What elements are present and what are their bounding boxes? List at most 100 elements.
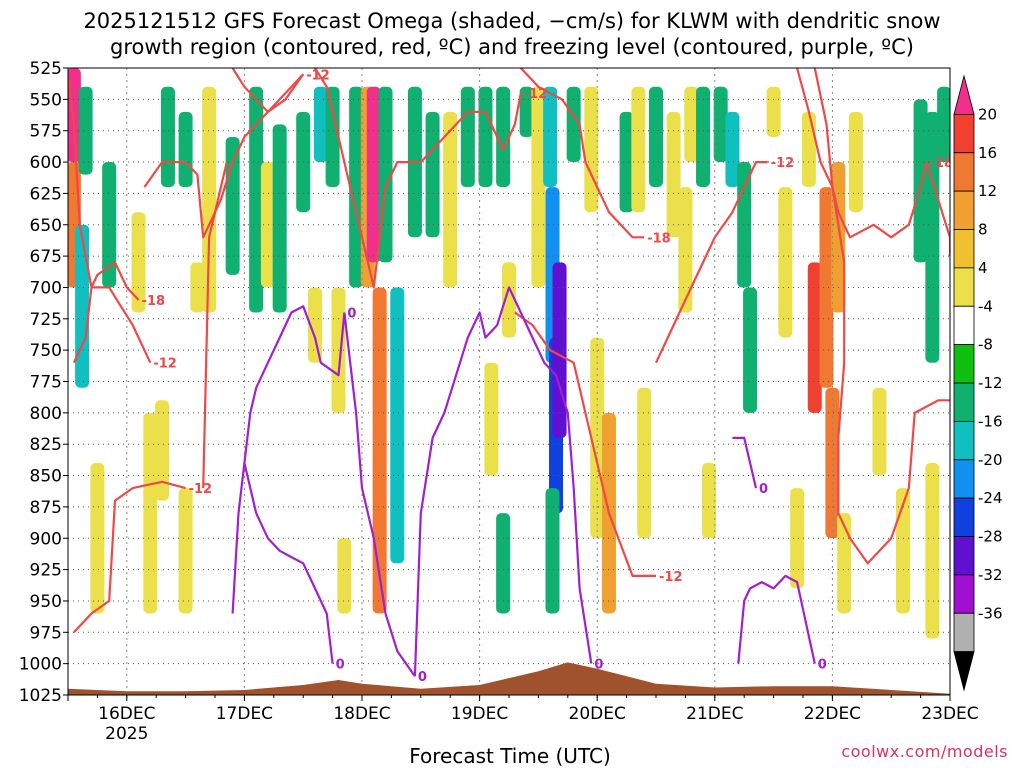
omega-cell <box>425 111 440 238</box>
omega-cell <box>502 262 516 338</box>
freezing-contour-label: 0 <box>594 658 603 673</box>
freezing-contour-label: 0 <box>336 658 345 673</box>
y-tick-label: 525 <box>30 59 62 79</box>
omega-cell <box>178 488 193 614</box>
omega-shading-layer <box>68 68 950 639</box>
omega-cell <box>895 488 910 614</box>
freezing-contour-label: 0 <box>818 658 827 673</box>
dgz-contour-label: -12 <box>524 87 548 102</box>
colorbar-band <box>953 305 975 346</box>
dgz-contour-label: -12 <box>659 570 683 585</box>
dgz-contour <box>514 311 656 577</box>
omega-cell <box>366 86 381 263</box>
y-tick-label: 800 <box>30 404 62 424</box>
freezing-contour-layer: 0 0 0 0 0 0 <box>231 286 827 685</box>
omega-cell <box>637 387 652 539</box>
omega-cell <box>743 287 758 413</box>
omega-cell <box>552 262 567 438</box>
omega-cell <box>737 162 752 288</box>
omega-cell <box>937 86 950 163</box>
y-tick-label: 875 <box>30 498 62 518</box>
colorbar-tick-label: -20 <box>978 451 1003 469</box>
colorbar-band <box>953 113 975 154</box>
x-tick-label: 22DEC <box>804 704 861 724</box>
omega-cell <box>155 400 170 501</box>
omega-cell <box>349 86 364 288</box>
freezing-contour-label: 0 <box>759 482 768 497</box>
omega-cell <box>778 187 793 338</box>
dgz-contour <box>796 68 928 239</box>
y-tick-label: 950 <box>30 592 62 612</box>
y-tick-label: 675 <box>30 247 62 267</box>
x-tick-label: 20DEC <box>569 704 626 724</box>
colorbar-tick-label: -32 <box>978 566 1003 584</box>
dgz-contour <box>143 73 305 239</box>
colorbar-bottom-triangle <box>953 651 975 692</box>
omega-cell <box>325 86 340 188</box>
colorbar-tick-label: -16 <box>978 412 1003 430</box>
omega-cell <box>801 111 816 188</box>
omega-cell <box>496 86 511 188</box>
credit-text: coolwx.com/models <box>841 742 1008 761</box>
y-tick-label: 750 <box>30 341 62 361</box>
omega-cell <box>584 86 599 213</box>
colorbar-band <box>953 612 975 653</box>
omega-cell <box>696 86 711 188</box>
omega-cell <box>925 111 940 363</box>
chart-title-line1: 2025121512 GFS Forecast Omega (shaded, −… <box>83 9 940 33</box>
y-tick-label: 775 <box>30 373 62 393</box>
y-tick-label: 625 <box>30 184 62 204</box>
omega-cell <box>807 262 822 413</box>
colorbar-tick-label: -36 <box>978 604 1003 622</box>
omega-cell <box>566 86 581 163</box>
omega-cell <box>307 287 322 363</box>
freezing-contour <box>343 312 416 677</box>
omega-cell <box>913 99 928 263</box>
omega-cell <box>102 162 117 288</box>
dgz-contour <box>68 74 152 364</box>
y-tick-label: 975 <box>30 623 62 643</box>
omega-cell <box>190 262 205 313</box>
omega-cell <box>496 513 511 614</box>
x-tick-label: 17DEC <box>216 704 273 724</box>
dgz-contour <box>231 68 305 113</box>
omega-cell <box>925 463 940 639</box>
dgz-contour-label: -18 <box>929 156 953 171</box>
grid-layer <box>68 68 950 695</box>
omega-cell <box>460 86 475 188</box>
colorbar-band <box>953 497 975 537</box>
colorbar-band <box>953 344 975 384</box>
x-tick-sublabel: 2025 <box>105 724 148 744</box>
x-axis-label: Forecast Time (UTC) <box>409 744 611 768</box>
omega-cell <box>666 111 681 238</box>
dgz-contour-label: -12 <box>189 482 213 497</box>
omega-cell <box>75 224 90 388</box>
y-tick-label: 575 <box>30 122 62 142</box>
colorbar-tick-label: -8 <box>978 336 993 354</box>
y-tick-label: 850 <box>30 467 62 487</box>
y-tick-label: 925 <box>30 561 62 581</box>
freezing-contour <box>737 574 816 664</box>
omega-cell <box>790 488 805 589</box>
omega-cell <box>837 513 852 614</box>
omega-cell <box>631 86 646 213</box>
colorbar-tick-label: 8 <box>978 221 988 239</box>
colorbar: 20 16 12 8 4 -4 -8 -12 -16 -20 -24 -28 -32 -36 <box>953 74 1003 692</box>
dgz-contour <box>813 68 950 565</box>
terrain-fill <box>68 662 950 695</box>
omega-cell <box>131 212 146 313</box>
omega-cell <box>819 187 834 388</box>
x-tick-label: 23DEC <box>921 704 978 724</box>
colorbar-band <box>953 229 975 269</box>
y-axis: 525 550 575 600 625 650 675 700 725 750 775 800 825 8… <box>19 59 68 706</box>
dgz-contour <box>72 261 140 364</box>
omega-cell <box>872 387 887 476</box>
colorbar-band <box>953 420 975 461</box>
y-tick-label: 900 <box>30 529 62 549</box>
dgz-contour-label: -12 <box>771 156 795 171</box>
x-tick-label: 19DEC <box>451 704 508 724</box>
omega-cell <box>178 111 193 188</box>
dgz-contour-label: -12 <box>153 357 177 372</box>
omega-cell <box>68 68 81 163</box>
